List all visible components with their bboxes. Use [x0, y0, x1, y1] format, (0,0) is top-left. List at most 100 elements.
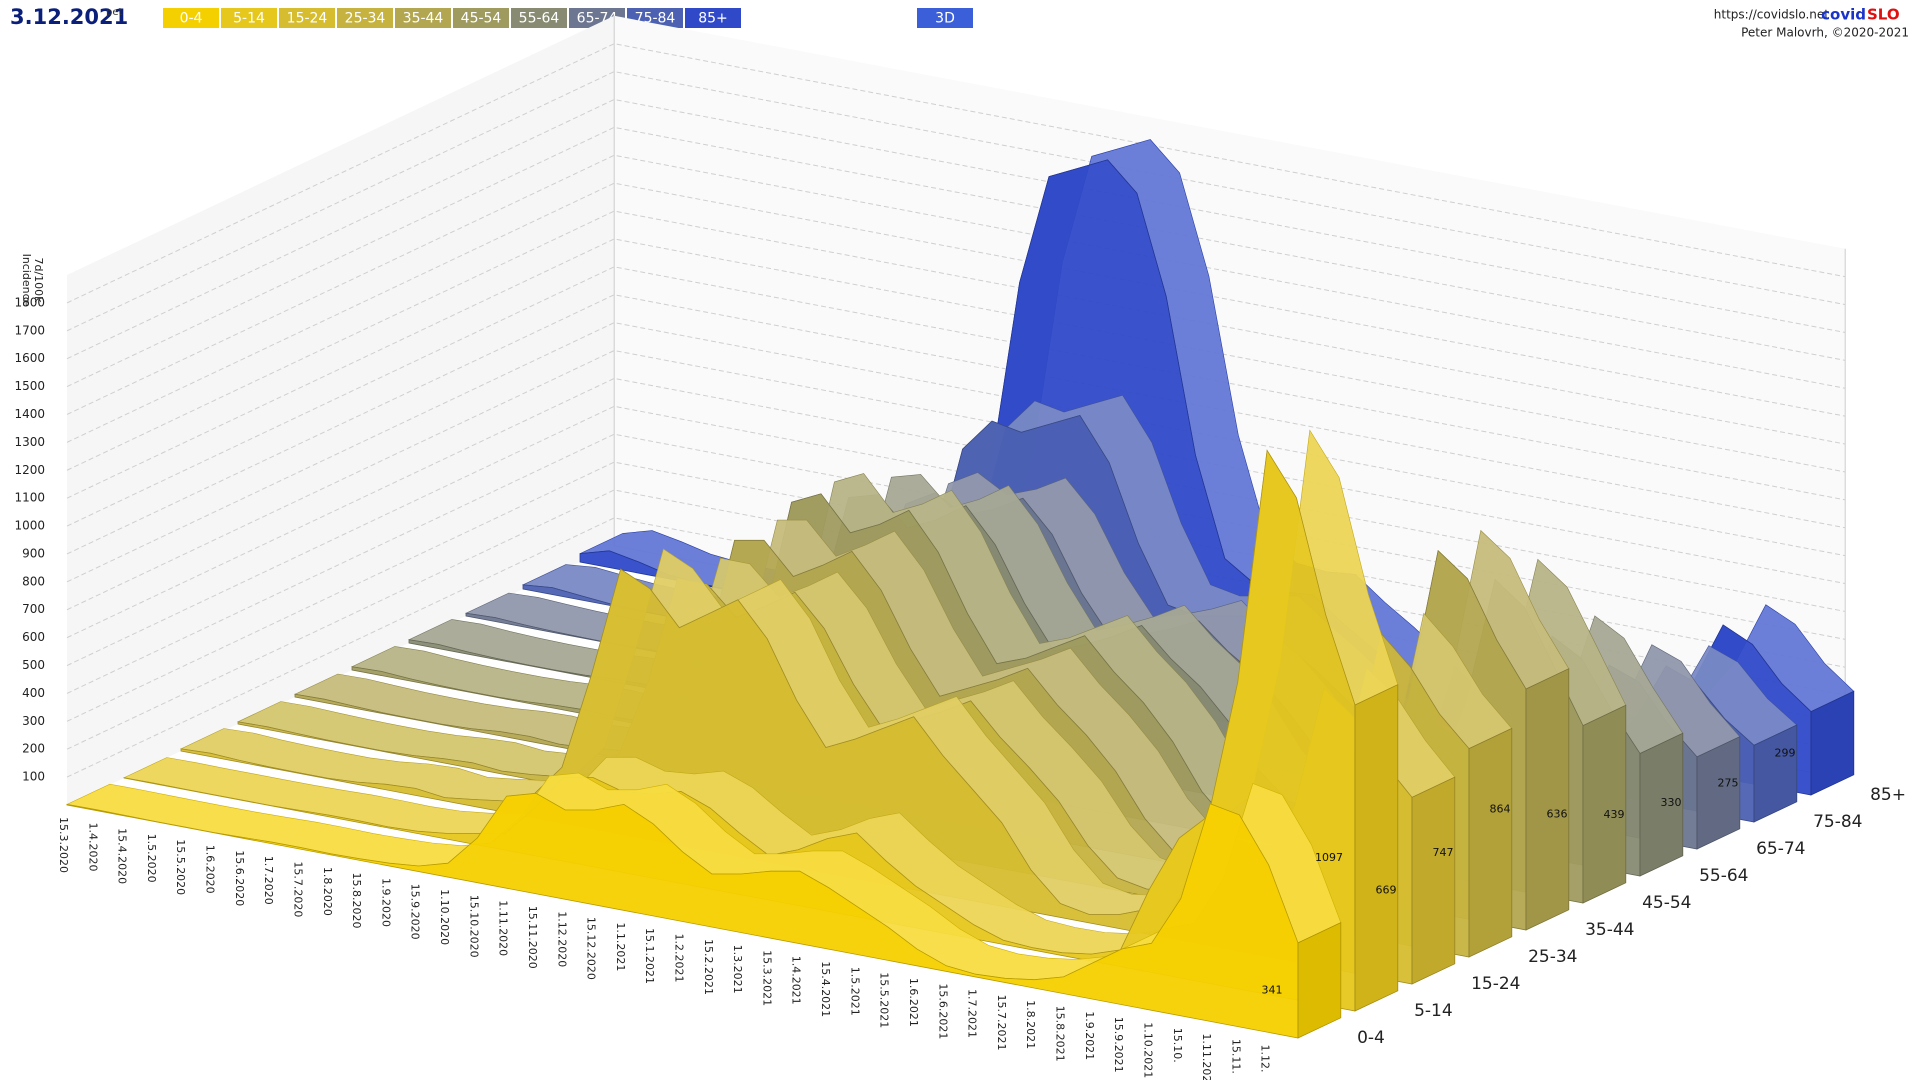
x-tick-label: 15.6.2021 [936, 983, 949, 1039]
x-tick-label: 1.3.2021 [731, 945, 744, 994]
x-tick-label: 15.11. [1229, 1039, 1242, 1074]
value-label: 275 [1718, 777, 1739, 790]
mode-button-label[interactable]: 3D [935, 11, 955, 27]
x-tick-label: 15.2.2021 [702, 939, 715, 995]
x-tick-label: 1.7.2021 [966, 989, 979, 1038]
age-button[interactable] [163, 8, 219, 28]
age-button[interactable] [221, 8, 277, 28]
x-tick-label: 15.5.2021 [878, 972, 891, 1028]
x-tick-label: 1.4.2021 [790, 956, 803, 1005]
x-tick-label: 15.1.2021 [643, 928, 656, 984]
x-tick-label: 15.4.2020 [116, 828, 129, 884]
x-tick-label: 15.9.2021 [1112, 1017, 1125, 1073]
age-button-label[interactable]: 35-44 [403, 11, 444, 27]
age-button-label[interactable]: 45-54 [461, 11, 502, 27]
y-tick-label: 1300 [14, 435, 45, 449]
y-tick-label: 1100 [14, 491, 45, 505]
age-button-label[interactable]: 25-34 [345, 11, 386, 27]
date-title: 3.12.2021 [10, 5, 128, 29]
x-tick-label: 1.10.2020 [438, 889, 451, 945]
y-axis-title: 7d/100k [32, 257, 45, 303]
y-tick-label: 900 [22, 546, 45, 560]
grid-line [66, 322, 1846, 583]
age-button[interactable] [279, 8, 335, 28]
value-label: 864 [1490, 802, 1511, 815]
x-tick-label: 1.12. [1259, 1045, 1272, 1073]
grid-line [66, 43, 1846, 304]
brand-covid: covid [1821, 6, 1866, 24]
x-tick-label: 1.7.2020 [262, 856, 275, 905]
age-button-label[interactable]: 55-64 [519, 11, 560, 27]
age-button-label[interactable]: 5-14 [233, 11, 265, 27]
series-end [1810, 690, 1855, 796]
age-button[interactable] [395, 8, 451, 28]
series-layer [66, 139, 1855, 1039]
mode-button[interactable] [917, 8, 973, 28]
age-button[interactable] [453, 8, 509, 28]
x-tick-label: 1.5.2020 [145, 834, 158, 883]
x-tick-label: 15.12.2020 [585, 917, 598, 980]
x-tick-label: 15.9.2020 [409, 884, 422, 940]
grid-line [66, 71, 1846, 332]
series-name: 35-44 [1585, 920, 1634, 940]
series-end [1525, 668, 1570, 931]
series-end [1696, 736, 1741, 850]
grid-line [66, 210, 1846, 471]
grid-line [66, 238, 1846, 499]
x-tick-label: 1.4.2020 [86, 823, 99, 872]
grid-line [66, 98, 1846, 360]
x-tick-label: 1.11.2020 [497, 900, 510, 956]
weekday: pet [106, 7, 123, 18]
age-button-label[interactable]: 15-24 [287, 11, 328, 27]
series-name: 15-24 [1471, 974, 1520, 994]
x-tick-label: 1.8.2020 [321, 867, 334, 916]
url[interactable]: https://covidslo.net [1714, 8, 1830, 22]
y-tick-label: 700 [22, 602, 45, 616]
y-axis-title: Incidence [20, 254, 33, 307]
age-buttons: 0-4 5-14 15-24 25-34 35-44 45-54 55-64 65-74 75-… [163, 8, 741, 28]
x-tick-label: 15.7.2020 [292, 861, 305, 917]
value-label: 636 [1547, 807, 1568, 820]
age-button-label[interactable]: 0-4 [180, 11, 203, 27]
series-end [1297, 921, 1342, 1039]
age-button[interactable] [337, 8, 393, 28]
x-tick-label: 15.5.2020 [174, 839, 187, 895]
y-tick-label: 400 [22, 686, 45, 700]
y-tick-label: 1800 [14, 295, 45, 309]
series-end [1753, 724, 1798, 823]
y-tick-label: 1400 [14, 407, 45, 421]
x-tick-label: 15.11.2020 [526, 906, 539, 969]
y-tick-label: 800 [22, 574, 45, 588]
x-tick-label: 15.8.2021 [1054, 1006, 1067, 1062]
x-tick-label: 1.8.2021 [1024, 1000, 1037, 1049]
grid-line [66, 350, 1846, 611]
series-name: 55-64 [1699, 866, 1748, 886]
age-button-label[interactable]: 85+ [698, 11, 728, 27]
value-label: 330 [1661, 796, 1682, 809]
y-tick-label: 600 [22, 630, 45, 644]
series-end [1411, 776, 1456, 985]
x-tick-label: 15.6.2020 [233, 850, 246, 906]
x-tick-label: 15.8.2020 [350, 873, 363, 929]
y-tick-label: 1200 [14, 463, 45, 477]
age-button[interactable] [685, 8, 741, 28]
y-tick-label: 1600 [14, 351, 45, 365]
series-end [1582, 704, 1627, 904]
x-tick-label: 15.10.2020 [467, 895, 480, 958]
value-label: 1097 [1315, 851, 1343, 864]
y-tick-label: 1000 [14, 519, 45, 533]
x-tick-label: 1.6.2020 [204, 845, 217, 894]
grid-line [66, 154, 1846, 415]
x-tick-label: 1.2.2021 [673, 934, 686, 983]
x-tick-label: 15.4.2021 [819, 961, 832, 1017]
brand-slo: SLO [1867, 6, 1900, 24]
value-label: 747 [1433, 846, 1454, 859]
grid-line [66, 182, 1846, 443]
x-tick-label: 1.10.2021 [1142, 1022, 1155, 1078]
x-tick-label: 1.6.2021 [907, 978, 920, 1027]
age-button[interactable] [511, 8, 567, 28]
y-tick-label: 1700 [14, 323, 45, 337]
series-end [1639, 732, 1684, 877]
x-tick-label: 15.3.2020 [57, 817, 70, 873]
